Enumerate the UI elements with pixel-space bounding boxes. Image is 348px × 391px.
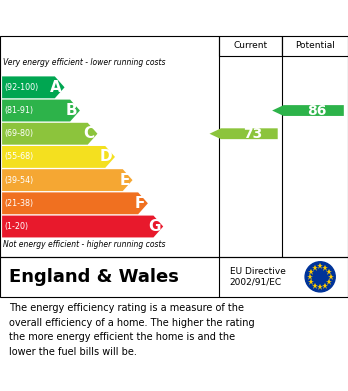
Text: (21-38): (21-38) (4, 199, 33, 208)
Text: A: A (50, 80, 62, 95)
Text: EU Directive
2002/91/EC: EU Directive 2002/91/EC (230, 267, 286, 287)
Polygon shape (2, 76, 65, 98)
Text: F: F (135, 196, 145, 211)
Text: Current: Current (234, 41, 268, 50)
Polygon shape (2, 215, 163, 237)
Polygon shape (2, 169, 133, 191)
Text: G: G (148, 219, 160, 234)
Polygon shape (2, 146, 115, 168)
Text: Energy Efficiency Rating: Energy Efficiency Rating (9, 11, 230, 25)
Text: E: E (119, 172, 130, 188)
Text: Very energy efficient - lower running costs: Very energy efficient - lower running co… (3, 58, 166, 67)
Text: 73: 73 (243, 127, 262, 141)
Text: (55-68): (55-68) (4, 152, 33, 161)
Text: Potential: Potential (295, 41, 335, 50)
Text: The energy efficiency rating is a measure of the
overall efficiency of a home. T: The energy efficiency rating is a measur… (9, 303, 254, 357)
Text: B: B (65, 103, 77, 118)
Bar (282, 36, 348, 56)
Text: C: C (84, 126, 95, 141)
Text: England & Wales: England & Wales (9, 268, 179, 286)
Text: (1-20): (1-20) (4, 222, 28, 231)
Polygon shape (2, 123, 97, 145)
Bar (219, 36, 282, 56)
Text: 86: 86 (308, 104, 327, 118)
Polygon shape (209, 128, 278, 139)
Polygon shape (2, 100, 80, 122)
Polygon shape (272, 105, 344, 116)
Text: (69-80): (69-80) (4, 129, 33, 138)
Text: D: D (100, 149, 112, 165)
Text: (39-54): (39-54) (4, 176, 33, 185)
Polygon shape (2, 192, 148, 214)
Text: Not energy efficient - higher running costs: Not energy efficient - higher running co… (3, 240, 166, 249)
Text: (92-100): (92-100) (4, 83, 38, 92)
Text: (81-91): (81-91) (4, 106, 33, 115)
